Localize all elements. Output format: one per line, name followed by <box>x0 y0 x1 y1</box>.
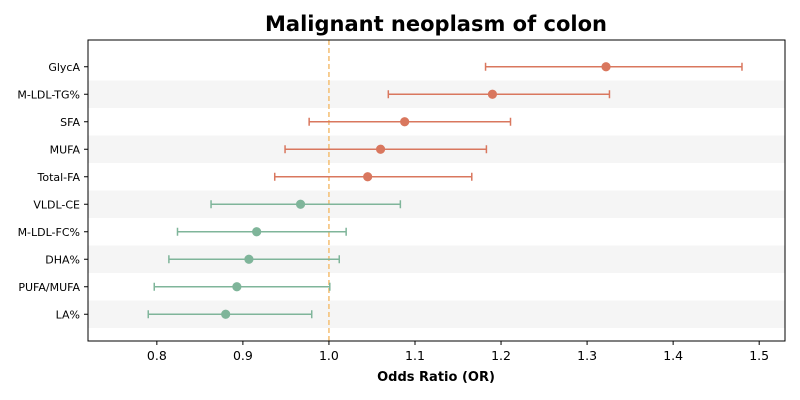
y-tick-label: SFA <box>60 116 80 129</box>
x-tick-label: 1.5 <box>749 348 769 363</box>
or-point <box>252 227 262 237</box>
or-point <box>363 172 373 182</box>
y-tick-label: LA% <box>56 308 80 321</box>
y-tick-label: GlycA <box>48 61 80 74</box>
or-point <box>400 117 410 127</box>
x-axis-label: Odds Ratio (OR) <box>377 370 495 385</box>
row-shading <box>88 190 785 218</box>
y-tick-label: Total-FA <box>36 171 80 184</box>
y-tick-label: VLDL-CE <box>33 198 80 211</box>
or-point <box>375 144 386 154</box>
y-tick-label: M-LDL-FC% <box>18 226 80 239</box>
x-tick-label: 1.3 <box>577 348 597 363</box>
y-tick-label: PUFA/MUFA <box>18 281 80 294</box>
y-tick-label: DHA% <box>45 253 80 266</box>
x-tick-label: 0.9 <box>233 348 253 363</box>
axes-frame <box>87 39 786 342</box>
or-point <box>221 309 231 319</box>
or-point <box>601 62 611 72</box>
plot-area: 0.8 0.9 1.0 1.1 1.2 1.3 1.4 1.5 GlycA M-LDL-TG% SF… <box>17 39 786 363</box>
x-tick-label: 1.0 <box>319 348 339 363</box>
x-tick-label: 0.8 <box>147 348 167 363</box>
y-tick-label: MUFA <box>50 143 81 156</box>
x-tick-label: 1.2 <box>491 348 511 363</box>
or-point <box>244 254 254 264</box>
or-point <box>487 89 498 99</box>
chart-title: Malignant neoplasm of colon <box>265 12 607 36</box>
x-tick-label: 1.1 <box>405 348 425 363</box>
or-point <box>232 282 242 292</box>
y-tick-label: M-LDL-TG% <box>17 88 80 101</box>
or-point <box>295 199 306 209</box>
x-tick-label: 1.4 <box>663 348 683 363</box>
